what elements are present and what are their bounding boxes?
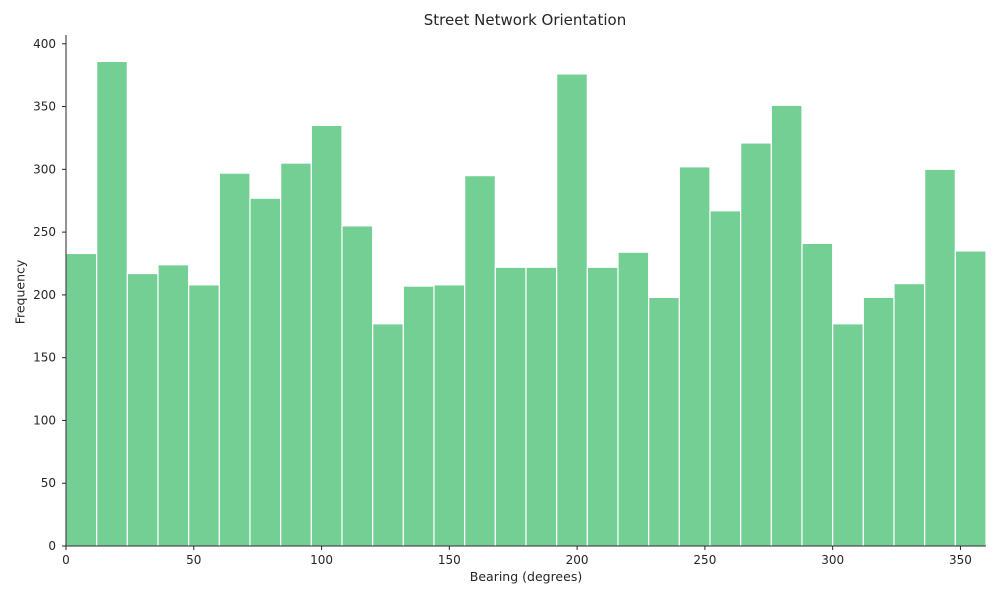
x-tick-label: 100 — [310, 553, 333, 567]
histogram-bar — [310, 124, 343, 547]
histogram-bar — [126, 272, 159, 547]
histogram-bar — [249, 197, 282, 547]
y-tick-label: 300 — [33, 162, 56, 176]
histogram-bar — [832, 323, 864, 547]
y-axis-label: Frequency — [12, 259, 28, 325]
x-tick-label: 200 — [566, 553, 589, 567]
x-tick-label: 0 — [62, 553, 70, 567]
histogram-bar — [954, 250, 987, 547]
histogram-bar — [402, 285, 435, 547]
histogram-bar — [862, 296, 895, 547]
y-tick-label: 100 — [33, 413, 56, 427]
histogram-bar — [188, 284, 220, 547]
x-tick-label: 250 — [693, 553, 716, 567]
histogram-bar — [648, 296, 680, 547]
histogram-bar — [556, 73, 588, 547]
histogram-bar — [280, 162, 312, 547]
histogram-bar — [617, 251, 650, 547]
histogram-bar — [157, 264, 190, 547]
x-axis-label: Bearing (degrees) — [469, 569, 583, 584]
y-tick-label: 400 — [33, 37, 56, 51]
histogram-bar — [893, 282, 926, 547]
histogram-bar — [678, 166, 711, 547]
histogram-bar — [464, 175, 496, 547]
x-tick-label: 350 — [949, 553, 972, 567]
histogram-bar — [341, 225, 374, 547]
histogram-bar — [740, 142, 772, 547]
histogram-bar — [801, 242, 834, 547]
histogram-bar — [433, 284, 466, 547]
histogram-bar — [218, 172, 251, 547]
x-tick-label: 150 — [438, 553, 461, 567]
x-tick-label: 300 — [821, 553, 844, 567]
y-tick-label: 0 — [48, 539, 56, 553]
histogram-bar — [525, 266, 558, 547]
histogram-bar — [770, 104, 803, 547]
y-tick-label: 200 — [33, 288, 56, 302]
histogram-bar — [709, 210, 742, 547]
y-tick-label: 150 — [33, 351, 56, 365]
y-tick-label: 350 — [33, 100, 56, 114]
histogram-bar — [586, 266, 619, 547]
histogram-bar — [924, 168, 956, 547]
y-tick-label: 50 — [41, 476, 56, 490]
x-tick-label: 50 — [186, 553, 201, 567]
histogram-bar — [372, 323, 404, 547]
histogram-bar — [494, 266, 527, 547]
histogram-bar — [96, 60, 128, 547]
chart-title: Street Network Orientation — [423, 11, 627, 29]
histogram-bar — [65, 252, 98, 547]
y-tick-label: 250 — [33, 225, 56, 239]
